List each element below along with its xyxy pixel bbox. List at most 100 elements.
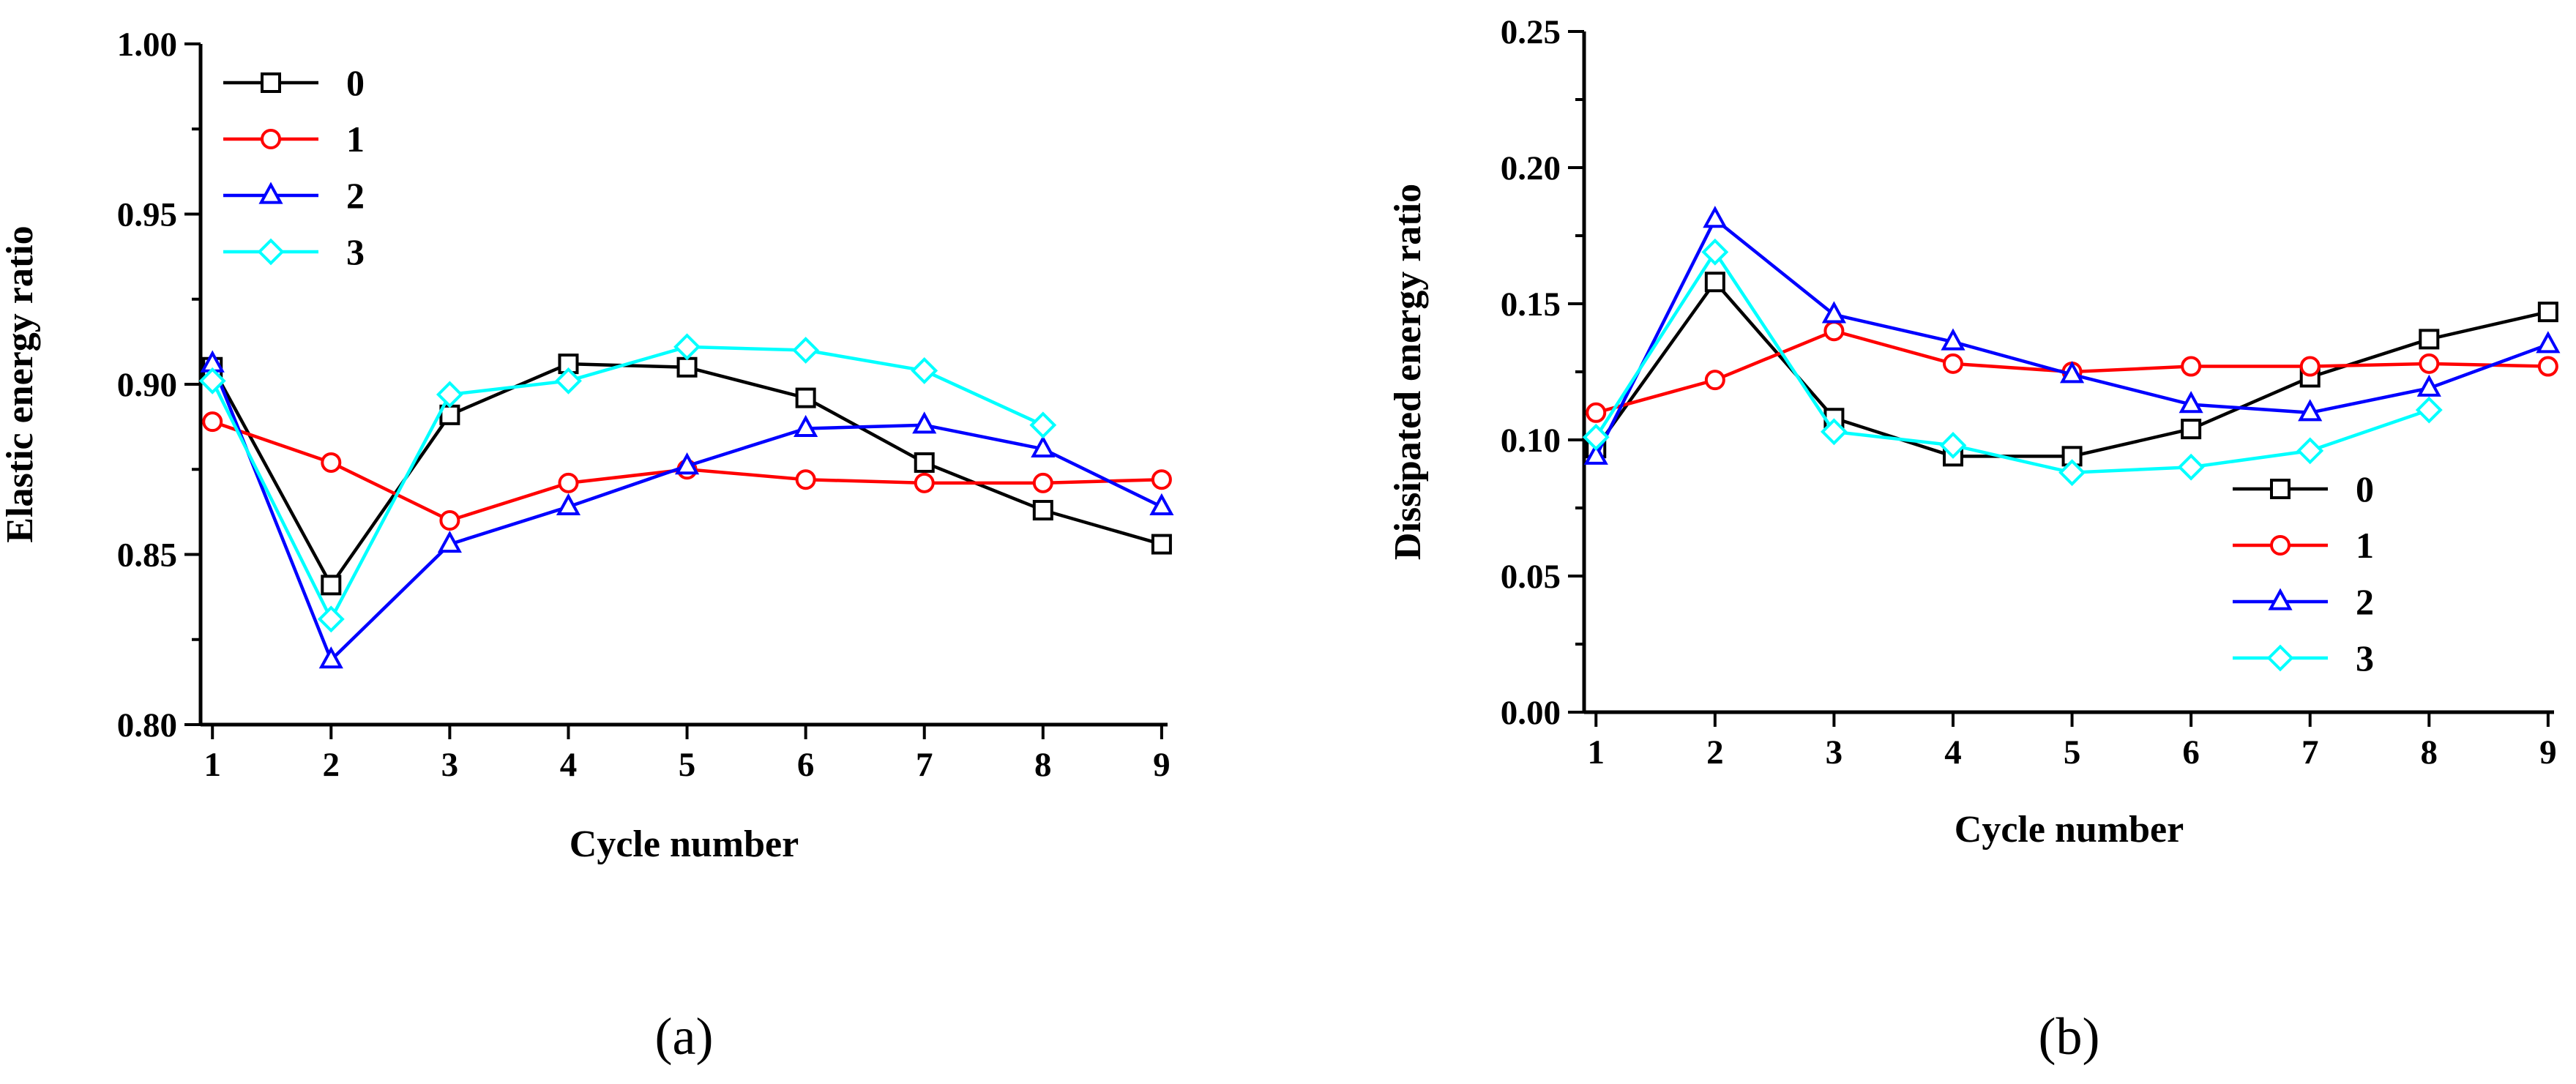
- y-tick-label: 1.00: [117, 26, 177, 64]
- x-tick-label: 7: [916, 746, 933, 784]
- diamond-marker: [1582, 423, 1610, 451]
- circle-marker: [1151, 469, 1172, 490]
- series-line: [1594, 249, 2430, 474]
- x-tick-label: 3: [1826, 733, 1843, 771]
- legend-label: 0: [346, 62, 365, 103]
- series-3: [198, 333, 1057, 633]
- square-marker: [261, 72, 281, 93]
- square-marker: [2537, 302, 2558, 323]
- square-marker: [676, 356, 698, 378]
- triangle-marker: [1031, 435, 1056, 457]
- circle-marker: [1823, 321, 1845, 342]
- circle-marker: [439, 510, 460, 531]
- x-tick-label: 6: [2182, 733, 2200, 771]
- x-tick-label: 6: [797, 746, 815, 784]
- diamond-marker: [2266, 644, 2294, 672]
- y-tick-label: 0.00: [1501, 694, 1561, 732]
- x-tick-label: 5: [2064, 733, 2081, 771]
- legend-item: 2: [2233, 581, 2374, 622]
- series-line: [1594, 217, 2549, 457]
- square-marker: [1151, 534, 1172, 555]
- triangle-marker: [1149, 493, 1174, 515]
- triangle-marker: [2416, 374, 2441, 397]
- square-marker: [321, 575, 342, 596]
- diamond-marker: [1701, 238, 1729, 266]
- y-tick-label: 0.95: [117, 196, 177, 234]
- triangle-marker: [1703, 206, 1728, 228]
- x-axis-title: Cycle number: [1955, 809, 2184, 851]
- diamond-marker: [2296, 437, 2324, 465]
- diamond-marker: [792, 337, 820, 364]
- x-tick-label: 8: [1034, 746, 1052, 784]
- diamond-marker: [911, 356, 938, 384]
- circle-marker: [2299, 356, 2321, 377]
- circle-marker: [2181, 356, 2202, 377]
- square-marker: [914, 452, 935, 473]
- series-2: [200, 350, 1174, 669]
- square-marker: [2270, 479, 2291, 499]
- y-axis-title: Elastic energy ratio: [0, 225, 41, 542]
- x-tick-label: 1: [204, 746, 221, 784]
- triangle-marker: [2298, 399, 2323, 422]
- legend-label: 3: [346, 231, 365, 272]
- series-line: [211, 363, 1162, 663]
- diamond-marker: [198, 367, 226, 395]
- square-marker: [2419, 329, 2440, 350]
- x-tick-label: 7: [2301, 733, 2319, 771]
- diamond-marker: [2177, 453, 2205, 481]
- x-tick-label: 4: [560, 746, 578, 784]
- circle-marker: [558, 472, 579, 493]
- diamond-marker: [2058, 459, 2086, 487]
- y-tick-label: 0.90: [117, 366, 177, 404]
- y-tick-label: 0.15: [1501, 285, 1561, 324]
- triangle-marker: [2179, 391, 2203, 414]
- diamond-marker: [257, 238, 285, 266]
- x-tick-label: 2: [1706, 733, 1724, 771]
- legend-item: 1: [223, 119, 365, 160]
- x-tick-label: 3: [441, 746, 459, 784]
- legend-item: 0: [223, 62, 365, 103]
- circle-marker: [795, 469, 816, 490]
- triangle-marker: [2268, 588, 2293, 610]
- circle-marker: [261, 129, 281, 149]
- diamond-marker: [1029, 411, 1057, 439]
- y-tick-label: 0.05: [1501, 558, 1561, 596]
- x-tick-label: 1: [1588, 733, 1605, 771]
- triangle-marker: [1583, 442, 1608, 465]
- square-marker: [2181, 419, 2202, 440]
- circle-marker: [2537, 356, 2558, 377]
- x-tick-label: 2: [323, 746, 340, 784]
- legend-label: 2: [2356, 581, 2374, 622]
- legend-item: 0: [2233, 468, 2374, 509]
- y-tick-label: 0.85: [117, 537, 177, 575]
- panel-label: (a): [655, 1007, 714, 1066]
- x-tick-label: 9: [1153, 746, 1171, 784]
- circle-marker: [321, 452, 342, 473]
- square-marker: [1704, 272, 1725, 293]
- triangle-marker: [674, 452, 700, 475]
- legend-item: 1: [2233, 525, 2374, 566]
- legend-item: 3: [2233, 638, 2374, 679]
- triangle-marker: [437, 530, 462, 553]
- circle-marker: [1032, 472, 1053, 493]
- panel-label: (b): [2039, 1007, 2100, 1066]
- triangle-marker: [1821, 301, 1846, 324]
- legend-item: 3: [223, 231, 365, 272]
- y-tick-label: 0.80: [117, 706, 177, 744]
- diamond-marker: [317, 605, 345, 633]
- x-tick-label: 9: [2539, 733, 2557, 771]
- diamond-marker: [1939, 432, 1967, 459]
- x-tick-label: 5: [679, 746, 696, 784]
- diamond-marker: [555, 367, 582, 395]
- x-tick-label: 4: [1944, 733, 1962, 771]
- diamond-marker: [436, 381, 463, 408]
- triangle-marker: [258, 182, 283, 204]
- y-tick-label: 0.25: [1501, 13, 1561, 51]
- series-2: [1583, 206, 2561, 465]
- triangle-marker: [2536, 331, 2561, 354]
- triangle-marker: [912, 411, 937, 434]
- y-tick-label: 0.10: [1501, 422, 1561, 460]
- circle-marker: [914, 472, 935, 493]
- y-tick-label: 0.20: [1501, 149, 1561, 187]
